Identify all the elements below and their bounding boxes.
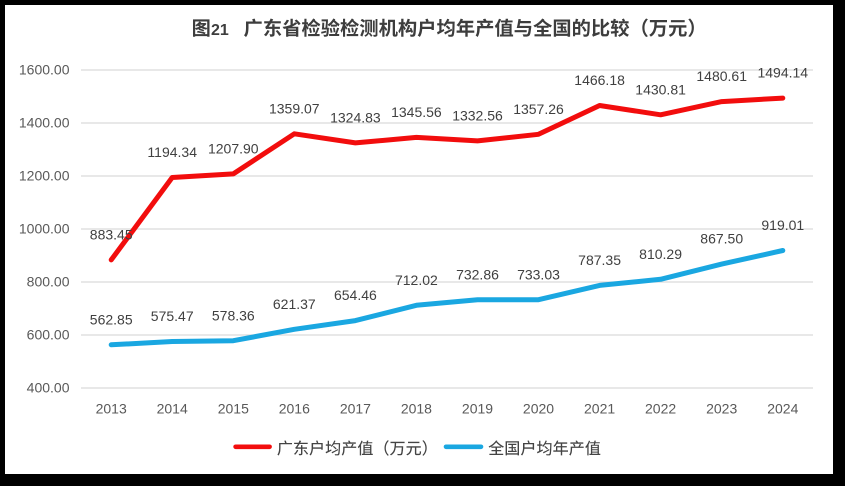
svg-text:712.02: 712.02 <box>395 272 438 288</box>
svg-text:1345.56: 1345.56 <box>391 104 442 120</box>
svg-text:621.37: 621.37 <box>273 296 316 312</box>
svg-text:787.35: 787.35 <box>578 252 621 268</box>
svg-text:1332.56: 1332.56 <box>452 108 503 124</box>
svg-text:2016: 2016 <box>279 401 310 417</box>
svg-text:600.00: 600.00 <box>27 326 70 342</box>
svg-text:2018: 2018 <box>401 401 432 417</box>
svg-text:1466.18: 1466.18 <box>574 72 625 88</box>
svg-text:800.00: 800.00 <box>27 273 70 289</box>
svg-text:2019: 2019 <box>462 401 493 417</box>
svg-text:1207.90: 1207.90 <box>208 141 259 157</box>
svg-text:1400.00: 1400.00 <box>19 114 70 130</box>
svg-text:1359.07: 1359.07 <box>269 100 320 116</box>
svg-text:867.50: 867.50 <box>700 231 743 247</box>
svg-text:578.36: 578.36 <box>212 307 255 323</box>
svg-text:654.46: 654.46 <box>334 287 377 303</box>
svg-text:1357.26: 1357.26 <box>513 101 564 117</box>
svg-text:2020: 2020 <box>523 401 554 417</box>
svg-text:2015: 2015 <box>218 401 249 417</box>
svg-text:575.47: 575.47 <box>151 308 194 324</box>
svg-text:810.29: 810.29 <box>639 246 682 262</box>
svg-text:1600.00: 1600.00 <box>19 61 70 77</box>
svg-text:562.85: 562.85 <box>90 311 133 327</box>
svg-text:2024: 2024 <box>767 401 798 417</box>
svg-text:919.01: 919.01 <box>761 217 804 233</box>
svg-text:1194.34: 1194.34 <box>147 144 197 160</box>
svg-text:1324.83: 1324.83 <box>330 110 381 126</box>
svg-text:2017: 2017 <box>340 401 371 417</box>
svg-text:1480.61: 1480.61 <box>696 68 747 84</box>
svg-text:732.86: 732.86 <box>456 266 499 282</box>
svg-text:1430.81: 1430.81 <box>635 81 686 97</box>
svg-text:2022: 2022 <box>645 401 676 417</box>
svg-text:883.45: 883.45 <box>90 227 133 243</box>
svg-text:2014: 2014 <box>157 401 188 417</box>
svg-text:400.00: 400.00 <box>27 379 70 395</box>
svg-text:2013: 2013 <box>96 401 127 417</box>
svg-text:2021: 2021 <box>584 401 615 417</box>
svg-text:21: 21 <box>211 22 229 39</box>
svg-text:1494.14: 1494.14 <box>757 65 808 81</box>
svg-text:733.03: 733.03 <box>517 266 560 282</box>
svg-text:1000.00: 1000.00 <box>19 220 70 236</box>
svg-text:1200.00: 1200.00 <box>19 167 70 183</box>
svg-text:2023: 2023 <box>706 401 737 417</box>
